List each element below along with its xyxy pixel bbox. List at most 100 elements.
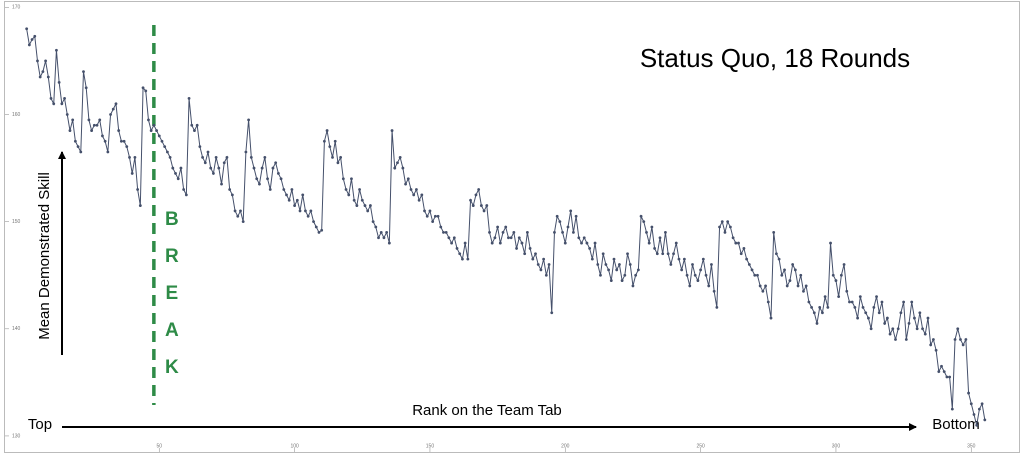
point (447, 236, 451, 240)
point (534, 252, 537, 256)
point (144, 89, 148, 93)
point (921, 327, 924, 331)
point (317, 230, 321, 234)
point (149, 129, 153, 132)
point (566, 225, 570, 229)
point (55, 48, 58, 52)
point (244, 150, 248, 154)
point (628, 263, 632, 266)
point (913, 316, 916, 320)
point (948, 375, 952, 379)
point (818, 305, 822, 309)
point (658, 236, 662, 240)
point (463, 241, 467, 245)
point (352, 198, 356, 202)
point (436, 214, 440, 218)
point (842, 263, 846, 266)
point (471, 204, 475, 207)
point (212, 172, 215, 175)
point (872, 305, 876, 309)
point (27, 43, 31, 47)
point (195, 123, 199, 127)
point (52, 102, 56, 106)
point (301, 193, 305, 197)
point (409, 188, 413, 191)
point (309, 209, 313, 213)
point (482, 209, 486, 213)
point (561, 230, 564, 234)
point (967, 391, 970, 395)
point (942, 370, 946, 374)
point (295, 198, 299, 202)
point (918, 311, 922, 315)
point (761, 289, 765, 293)
plot-frame (4, 1, 1020, 453)
point (904, 338, 908, 341)
point (415, 188, 418, 191)
point (653, 247, 656, 250)
point (718, 225, 721, 229)
point (425, 214, 429, 218)
point (634, 273, 638, 277)
point (147, 118, 150, 122)
point (877, 311, 881, 315)
point (182, 188, 186, 191)
point (103, 139, 107, 143)
point (910, 300, 914, 304)
point (304, 209, 307, 213)
point (366, 209, 370, 213)
point (350, 177, 353, 181)
point (788, 279, 792, 282)
x-tick-label: 300 (832, 443, 841, 449)
point (187, 97, 191, 100)
point (612, 257, 616, 261)
point (312, 220, 315, 224)
point (155, 129, 158, 132)
point (950, 407, 954, 411)
point (553, 230, 556, 234)
point (953, 338, 957, 341)
point (623, 273, 627, 277)
point (691, 263, 694, 266)
point (341, 177, 345, 181)
point (174, 172, 177, 175)
point (975, 423, 979, 427)
point (401, 166, 405, 170)
point (98, 118, 102, 122)
point (274, 161, 278, 165)
point (298, 209, 302, 213)
point (956, 327, 960, 331)
point (190, 123, 194, 127)
point (122, 139, 126, 143)
point (363, 204, 367, 207)
x-tick-label: 150 (426, 443, 435, 449)
point (344, 188, 348, 191)
point (620, 279, 624, 282)
point (36, 59, 39, 63)
point (455, 247, 459, 250)
point (931, 338, 935, 341)
point (902, 300, 906, 304)
point (826, 305, 830, 309)
point (896, 327, 900, 331)
point (937, 370, 941, 374)
x-tick-label: 100 (290, 443, 299, 449)
point (95, 123, 99, 127)
point (929, 343, 933, 347)
point (396, 161, 399, 165)
point (688, 284, 692, 288)
point (255, 177, 259, 181)
point (458, 252, 462, 256)
break-letter: A (165, 320, 179, 341)
point (609, 279, 613, 282)
point (452, 236, 456, 240)
point (969, 402, 973, 406)
point (377, 236, 380, 240)
point (807, 300, 811, 304)
point (699, 268, 703, 272)
point (385, 230, 389, 234)
point (41, 70, 45, 74)
point (569, 209, 573, 213)
point (631, 284, 635, 288)
